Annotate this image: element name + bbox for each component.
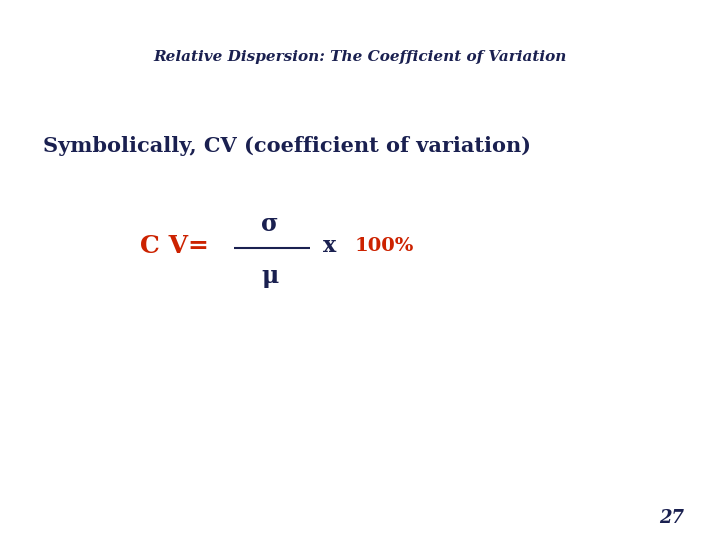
Text: μ: μ xyxy=(261,265,279,288)
Text: C V=: C V= xyxy=(140,234,210,258)
Text: Symbolically, CV (coefficient of variation): Symbolically, CV (coefficient of variati… xyxy=(43,136,531,156)
Text: σ: σ xyxy=(261,212,279,236)
Text: 100%: 100% xyxy=(354,237,413,255)
Text: Relative Dispersion: The Coefficient of Variation: Relative Dispersion: The Coefficient of … xyxy=(153,50,567,64)
Text: x: x xyxy=(323,235,336,256)
Text: 27: 27 xyxy=(659,509,684,528)
